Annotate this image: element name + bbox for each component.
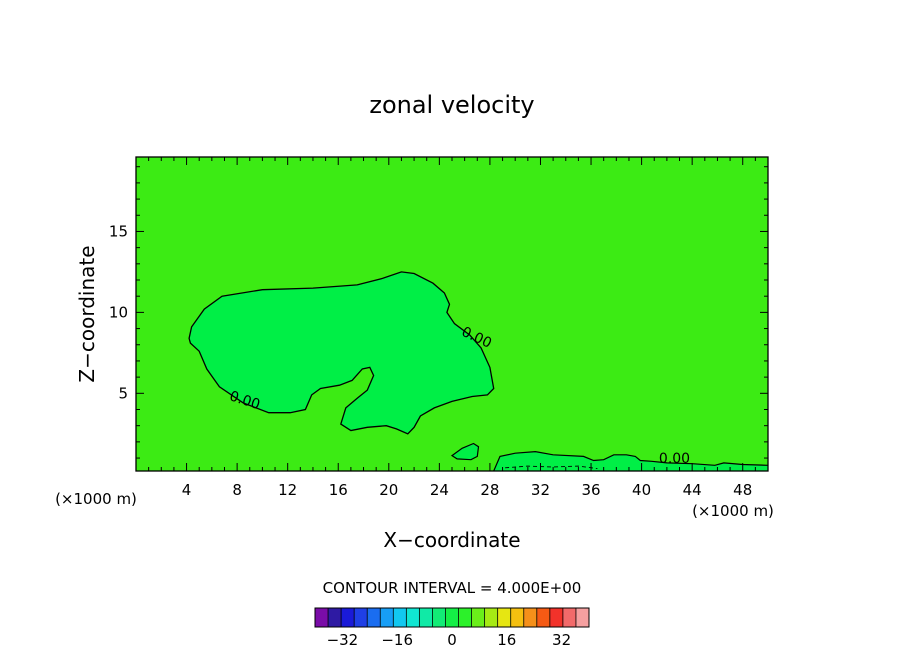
- surface-contour-line: [493, 450, 769, 472]
- x-axis: 4 8 12 16 20 24 28 32 36 40 44 48: [148, 157, 756, 499]
- plot-area: 0.000.000.00: [135, 156, 769, 472]
- colorbar-swatch: [341, 608, 355, 627]
- small-contour-line: [450, 442, 480, 461]
- colorbar-swatch: [328, 608, 342, 627]
- colorbar-swatch: [562, 608, 577, 627]
- x-tick-label: 4: [182, 481, 192, 499]
- colorbar-frame: [314, 607, 590, 628]
- contour-interval-text: CONTOUR INTERVAL = 4.000E+00: [323, 579, 582, 597]
- colorbar-swatch: [315, 608, 329, 627]
- colorbar-swatch: [380, 608, 394, 627]
- x-tick-label: 12: [278, 481, 297, 499]
- colorbar-tick-label: −32: [327, 631, 359, 649]
- surface-region: [493, 451, 768, 471]
- x-tick-label: 44: [683, 481, 702, 499]
- y-tick-label: 5: [118, 384, 128, 402]
- small-region: [452, 443, 479, 460]
- colorbar-swatch: [393, 608, 407, 627]
- contour-label: 0.00: [659, 451, 690, 467]
- colorbar-swatch: [497, 608, 512, 627]
- colorbar-tick-label: 16: [497, 631, 516, 649]
- x-tick-label: 48: [733, 481, 752, 499]
- x-tick-label: 8: [232, 481, 242, 499]
- colorbar-tick-label: 0: [447, 631, 457, 649]
- colorbar-swatch: [575, 608, 590, 627]
- x-tick-label: 24: [430, 481, 449, 499]
- colorbar-swatch: [536, 608, 551, 627]
- colorbar-swatch: [549, 608, 564, 627]
- colorbar: −32 −16 0 16 32: [314, 607, 590, 649]
- colorbar-swatch: [510, 608, 525, 627]
- y-axis: 5 10 15: [109, 166, 768, 459]
- zero-contour-line: [188, 271, 495, 435]
- x-tick-label: 36: [581, 481, 600, 499]
- x-tick-label: 40: [632, 481, 651, 499]
- colorbar-swatch: [471, 608, 485, 627]
- x-axis-label: X−coordinate: [383, 528, 520, 552]
- colorbar-tick-label: 32: [552, 631, 571, 649]
- colorbar-swatch: [406, 608, 420, 627]
- chart-title: zonal velocity: [369, 91, 534, 119]
- y-tick-label: 10: [109, 303, 128, 321]
- colorbar-swatch: [458, 608, 472, 627]
- x-unit-label-left: (×1000 m): [55, 490, 137, 508]
- colorbar-swatch: [419, 608, 433, 627]
- colorbar-swatch: [523, 608, 538, 627]
- x-tick-label: 28: [480, 481, 499, 499]
- y-axis-label: Z−coordinate: [75, 245, 99, 382]
- x-tick-label: 16: [329, 481, 348, 499]
- colorbar-swatch: [484, 608, 498, 627]
- colorbar-swatch: [445, 608, 459, 627]
- positive-region: [189, 271, 494, 434]
- colorbar-swatch: [367, 608, 381, 627]
- colorbar-tick-label: −16: [381, 631, 413, 649]
- x-tick-label: 32: [531, 481, 550, 499]
- colorbar-swatch: [354, 608, 368, 627]
- x-tick-label: 20: [379, 481, 398, 499]
- x-unit-label-right: (×1000 m): [692, 502, 774, 520]
- colorbar-swatch: [432, 608, 446, 627]
- y-tick-label: 15: [109, 222, 128, 240]
- negative-contour-line: [505, 465, 598, 470]
